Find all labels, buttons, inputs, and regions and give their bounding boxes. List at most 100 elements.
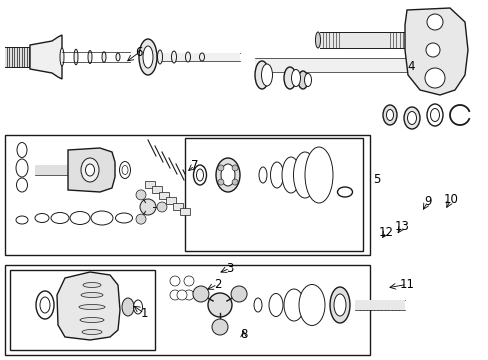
Ellipse shape [102,52,106,62]
Ellipse shape [139,39,157,75]
Text: 12: 12 [378,226,393,239]
Ellipse shape [254,61,268,89]
Polygon shape [404,8,467,95]
Circle shape [183,276,194,286]
Ellipse shape [304,73,311,86]
Circle shape [232,179,238,185]
Circle shape [136,214,146,224]
Bar [10,270,155,350]
Ellipse shape [329,287,349,323]
Ellipse shape [305,147,332,203]
Ellipse shape [185,52,190,62]
Ellipse shape [298,284,325,325]
Ellipse shape [193,165,206,185]
Bar [184,138,362,251]
Bar [5,135,369,255]
Ellipse shape [82,329,102,334]
Ellipse shape [261,64,272,86]
Ellipse shape [268,293,283,316]
Ellipse shape [439,32,444,48]
Text: 5: 5 [372,174,380,186]
Ellipse shape [291,69,300,86]
Bar [165,198,176,204]
Ellipse shape [407,112,416,125]
Ellipse shape [60,48,64,66]
Ellipse shape [337,187,352,197]
Circle shape [231,286,246,302]
Ellipse shape [171,51,176,63]
Ellipse shape [16,159,28,177]
Ellipse shape [74,49,78,65]
Ellipse shape [40,297,50,313]
Ellipse shape [16,216,28,224]
Bar [180,208,190,216]
Text: 3: 3 [225,262,233,275]
Ellipse shape [79,305,105,310]
Text: 8: 8 [239,328,247,341]
Ellipse shape [85,164,94,176]
Ellipse shape [81,292,103,297]
Ellipse shape [333,294,346,316]
Ellipse shape [284,289,304,321]
Ellipse shape [451,104,467,126]
Circle shape [426,14,442,30]
Ellipse shape [382,105,396,125]
Circle shape [218,165,224,171]
Text: 10: 10 [443,193,457,206]
Ellipse shape [429,108,439,121]
Ellipse shape [122,298,134,316]
Ellipse shape [80,318,104,323]
Bar [159,192,169,199]
Circle shape [136,190,146,200]
Circle shape [170,290,180,300]
Ellipse shape [253,298,262,312]
Ellipse shape [70,211,90,225]
Ellipse shape [282,157,299,193]
Ellipse shape [157,50,162,64]
Circle shape [183,290,194,300]
Ellipse shape [293,152,316,198]
Ellipse shape [221,164,235,186]
Ellipse shape [91,211,113,225]
Bar [254,58,439,72]
Ellipse shape [199,53,204,61]
Circle shape [207,293,231,317]
Ellipse shape [284,67,295,89]
Circle shape [424,68,444,88]
Text: 1: 1 [140,307,148,320]
Circle shape [140,199,156,215]
Bar [5,265,369,355]
Ellipse shape [259,167,266,183]
Circle shape [170,276,180,286]
Bar [173,203,183,210]
Ellipse shape [17,178,27,192]
Ellipse shape [115,213,132,223]
Ellipse shape [119,162,130,179]
Ellipse shape [122,166,128,175]
Polygon shape [68,148,115,192]
Ellipse shape [81,158,99,182]
Text: 7: 7 [190,159,198,172]
Text: 13: 13 [394,220,408,233]
Text: 11: 11 [399,278,413,291]
Ellipse shape [83,283,101,288]
Text: 9: 9 [423,195,431,208]
Ellipse shape [133,300,142,314]
Ellipse shape [403,107,419,129]
Circle shape [212,319,227,335]
Circle shape [193,286,208,302]
Text: 2: 2 [213,278,221,291]
Bar [152,186,162,193]
Circle shape [232,165,238,171]
Ellipse shape [116,53,120,61]
Ellipse shape [315,32,320,48]
Ellipse shape [88,50,92,63]
Polygon shape [30,35,62,79]
Ellipse shape [142,46,153,68]
Circle shape [177,290,186,300]
Ellipse shape [270,162,283,188]
Bar [35,165,70,175]
Bar [319,32,439,48]
Ellipse shape [196,169,203,181]
Circle shape [425,43,439,57]
